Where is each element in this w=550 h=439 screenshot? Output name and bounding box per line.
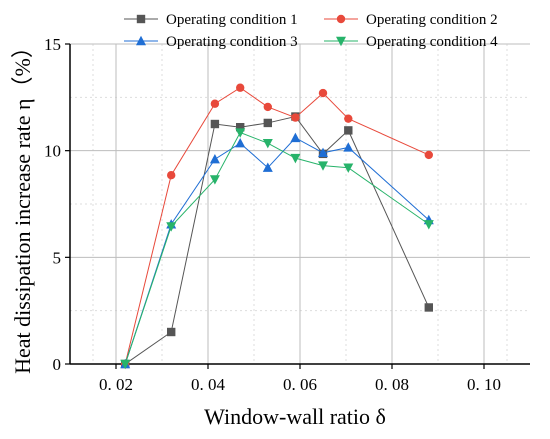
data-point <box>343 163 354 173</box>
x-tick-label: 0. 02 <box>99 375 133 394</box>
data-point <box>210 119 220 129</box>
data-point <box>236 83 245 92</box>
x-tick-label: 0. 06 <box>283 375 317 394</box>
data-point <box>318 88 328 98</box>
legend-label: Operating condition 4 <box>366 34 498 50</box>
legend-marker <box>136 35 146 46</box>
data-point <box>263 118 272 128</box>
data-point <box>424 303 433 312</box>
data-point <box>210 99 220 108</box>
legend-marker <box>136 14 146 24</box>
x-tick-label: 0. 08 <box>375 375 409 394</box>
legend-entry-1: Operating condition 1 <box>124 12 298 28</box>
y-tick-label: 10 <box>44 142 61 161</box>
legend-label: Operating condition 2 <box>366 12 498 28</box>
legend-entry-3: Operating condition 3 <box>124 34 298 50</box>
y-axis-label: Heat dissipation increase rate η（%） <box>10 36 35 374</box>
data-point <box>423 220 434 230</box>
legend-label: Operating condition 3 <box>166 34 298 50</box>
series-line <box>124 115 430 365</box>
tick-labels: 0. 02 0. 04 0. 06 0. 08 0. 10 0 5 10 15 <box>44 35 501 394</box>
data-point <box>318 161 328 171</box>
y-tick-label: 5 <box>53 248 62 267</box>
data-point <box>263 102 272 112</box>
data-point <box>120 359 131 370</box>
data-point <box>344 114 353 123</box>
legend-marker <box>336 36 346 47</box>
data-point <box>424 150 433 160</box>
data-point <box>262 162 273 172</box>
data-point <box>344 126 353 135</box>
data-point <box>166 222 177 232</box>
y-tick-label: 15 <box>44 35 61 54</box>
data-series <box>120 83 434 370</box>
data-point <box>318 147 328 157</box>
data-point <box>290 153 301 164</box>
legend: Operating condition 1 Operating condition… <box>124 12 498 50</box>
data-point <box>167 171 176 180</box>
legend-label: Operating condition 1 <box>166 12 298 28</box>
series-2 <box>121 83 433 369</box>
legend-marker <box>336 14 346 24</box>
data-point <box>343 142 354 152</box>
x-tick-label: 0. 04 <box>191 375 226 394</box>
y-tick-label: 0 <box>53 355 62 374</box>
data-point <box>167 327 176 337</box>
x-tick-label: 0. 10 <box>467 375 501 394</box>
data-point <box>209 154 220 164</box>
x-axis-label: Window-wall ratio δ <box>204 404 386 429</box>
axes <box>65 43 530 369</box>
grid-lines <box>70 43 530 365</box>
legend-entry-2: Operating condition 2 <box>324 12 498 28</box>
series-4 <box>120 128 434 370</box>
data-point <box>290 132 301 143</box>
data-point <box>291 113 300 122</box>
data-point <box>209 175 220 185</box>
data-point <box>262 139 273 149</box>
data-point <box>235 138 246 148</box>
legend-entry-4: Operating condition 4 <box>324 34 498 50</box>
data-point <box>235 128 246 138</box>
data-point <box>236 123 245 132</box>
